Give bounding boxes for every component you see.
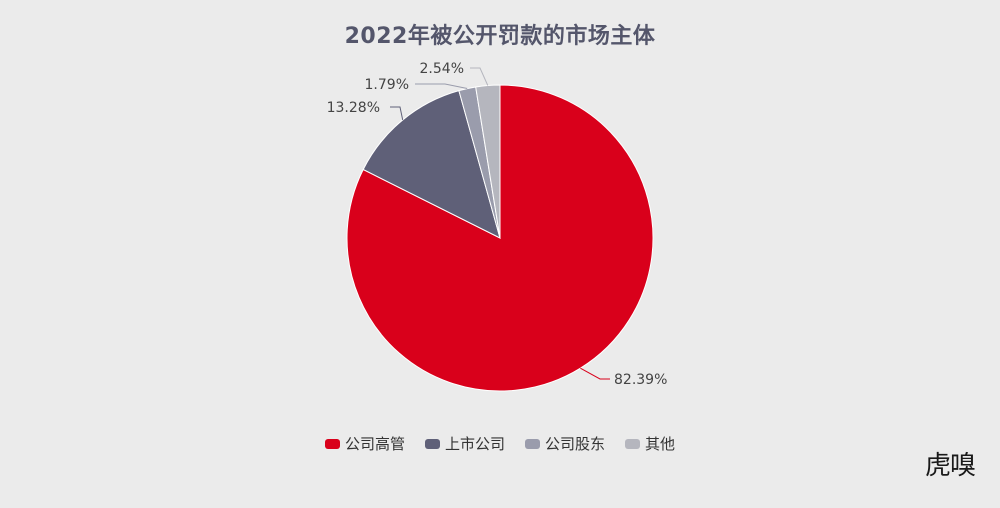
legend-swatch xyxy=(525,438,540,449)
legend-swatch xyxy=(625,438,641,449)
legend-item-4: 其他 xyxy=(625,433,675,454)
data-label-1: 82.39% xyxy=(614,372,667,388)
leader-line-3 xyxy=(415,83,468,90)
huxiu-logo: 虎嗅 xyxy=(925,451,976,481)
leader-line-2 xyxy=(390,106,404,121)
legend-swatch xyxy=(324,438,340,449)
legend-item-3: 公司股东 xyxy=(525,433,605,454)
pie-slice-4 xyxy=(475,84,501,239)
pie-slice-1 xyxy=(346,84,654,392)
legend-label: 上市公司 xyxy=(444,435,505,453)
data-label-2: 13.28% xyxy=(327,100,380,116)
data-label-4: 2.54% xyxy=(420,61,464,77)
leader-line-4 xyxy=(470,67,489,86)
legend-item-1: 公司高管 xyxy=(324,433,405,454)
chart-title: 2022年被公开罚款的市场主体 xyxy=(344,24,656,49)
legend-swatch xyxy=(424,438,440,449)
legend-label: 其他 xyxy=(645,435,676,453)
leader-line-1 xyxy=(580,367,610,380)
chart-legend: 公司高管 上市公司 公司股东 其他 xyxy=(0,433,1000,454)
legend-label: 公司高管 xyxy=(344,435,405,453)
data-label-3: 1.79% xyxy=(365,77,409,93)
pie-slice-2 xyxy=(362,90,501,239)
legend-label: 公司股东 xyxy=(545,435,606,453)
legend-item-2: 上市公司 xyxy=(424,433,505,454)
